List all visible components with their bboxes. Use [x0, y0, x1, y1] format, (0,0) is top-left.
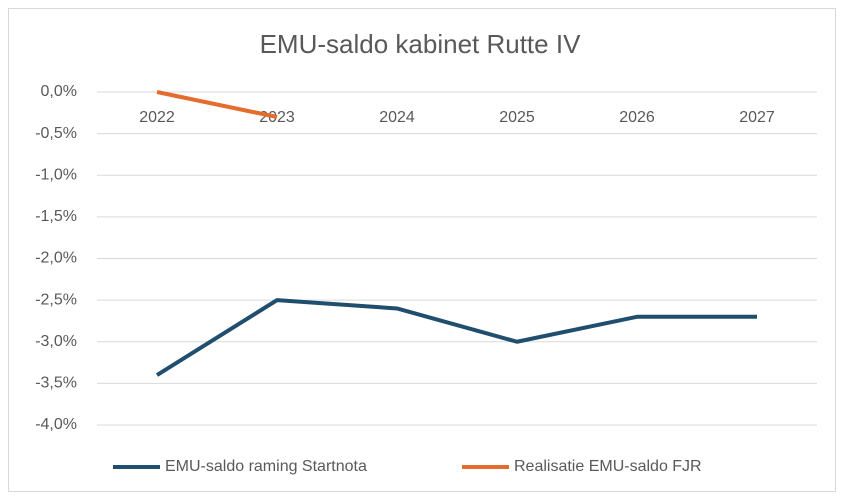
- y-tick-label: -0,5%: [35, 125, 77, 142]
- series-line: [156, 90, 278, 119]
- y-tick-label: -3,0%: [35, 333, 77, 350]
- chart-title: EMU-saldo kabinet Rutte IV: [260, 29, 581, 59]
- x-tick-label: 2027: [739, 109, 775, 126]
- y-tick-label: -2,5%: [35, 291, 77, 308]
- y-tick-label: -2,0%: [35, 250, 77, 267]
- x-tick-label: 2023: [259, 109, 295, 126]
- series-line: [155, 298, 757, 377]
- chart-border: [8, 8, 836, 492]
- y-tick-label: -1,0%: [35, 166, 77, 183]
- y-tick-label: -1,5%: [35, 208, 77, 225]
- legend-label: EMU-saldo raming Startnota: [165, 458, 367, 475]
- x-tick-label: 2026: [619, 109, 655, 126]
- x-tick-label: 2022: [139, 109, 175, 126]
- y-tick-label: -3,5%: [35, 375, 77, 392]
- y-tick-label: 0,0%: [41, 83, 77, 100]
- legend-label: Realisatie EMU-saldo FJR: [514, 458, 702, 475]
- x-tick-label: 2025: [499, 109, 535, 126]
- y-tick-label: -4,0%: [35, 416, 77, 433]
- x-tick-label: 2024: [379, 109, 415, 126]
